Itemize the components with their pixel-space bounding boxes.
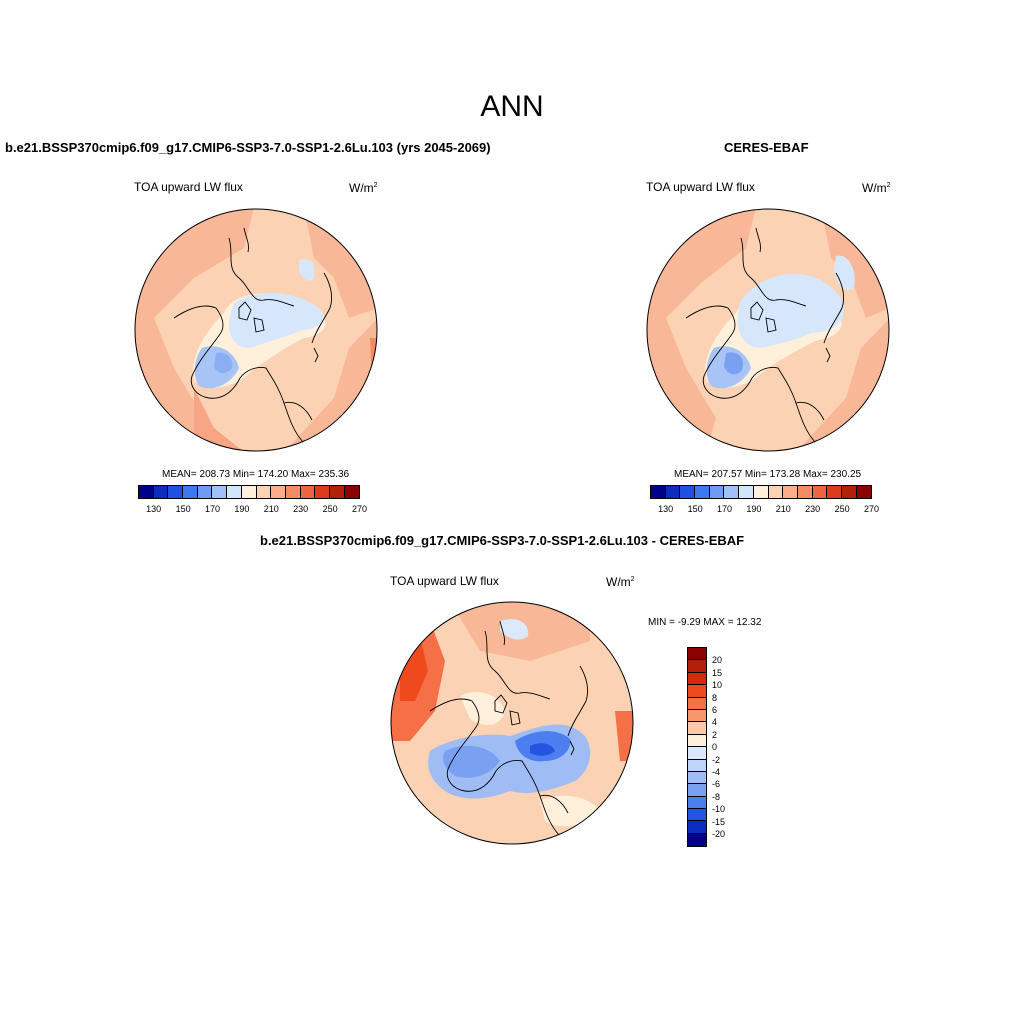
colorbar-swatch [688,722,706,735]
colorbar-swatch [183,486,198,498]
colorbar-swatch [688,784,706,797]
colorbar-swatch [841,486,857,498]
colorbar-swatch [688,697,706,710]
colorbar-swatch [709,486,725,498]
colorbar-tick-label: 0 [712,742,718,753]
colorbar-swatch [856,486,872,498]
colorbar-tick-label: 170 [204,504,221,514]
panel-2-variable-label: TOA upward LW flux [646,180,755,194]
colorbar-tick-label: 2 [712,729,718,740]
colorbar-tick-label: 4 [712,717,718,728]
colorbar-tick-label: -4 [712,767,721,777]
colorbar-tick-label: 15 [712,667,723,678]
colorbar-swatch [197,486,213,498]
panel-2-stats: MEAN= 207.57 Min= 173.28 Max= 230.25 [674,469,862,480]
colorbar-swatch [739,486,754,498]
colorbar-tick-label: 20 [712,655,723,666]
colorbar-swatch [241,486,257,498]
colorbar-swatch [688,796,706,810]
panel-3-units-label: W/m2 [606,575,635,589]
colorbar-swatch [688,709,706,723]
colorbar-swatch [139,486,154,498]
panel-3-variable-label: TOA upward LW flux [390,574,499,588]
panel-2-colorbar [650,485,873,499]
colorbar-tick-label: 170 [716,504,733,514]
colorbar-tick-label: -6 [712,779,721,790]
panel-2-polar-map [646,208,890,452]
colorbar-swatch [688,809,706,822]
colorbar-tick-label: 190 [234,504,250,514]
colorbar-tick-label: 130 [146,504,162,514]
colorbar-tick-label: 270 [863,504,880,514]
colorbar-swatch [688,833,706,847]
colorbar-tick-label: 130 [658,504,674,514]
colorbar-swatch [688,734,706,748]
colorbar-tick-label: -15 [712,816,726,827]
colorbar-swatch [688,685,706,698]
colorbar-tick-label: 10 [712,680,723,691]
panel-1-stats: MEAN= 208.73 Min= 174.20 Max= 235.36 [162,469,350,480]
colorbar-tick-label: -10 [712,804,726,815]
colorbar-swatch [168,486,184,498]
colorbar-tick-label: 270 [351,504,368,514]
colorbar-swatch [688,672,706,686]
colorbar-tick-label: -20 [712,829,726,839]
colorbar-tick-label: 6 [712,705,718,715]
colorbar-tick-label: 250 [322,504,338,514]
panel-3-difference-map [390,601,634,845]
colorbar-swatch [315,486,330,498]
panel-3-title: b.e21.BSSP370cmip6.f09_g17.CMIP6-SSP3-7.… [260,533,745,548]
colorbar-swatch [783,486,798,498]
colorbar-tick-label: 210 [263,504,279,514]
colorbar-tick-label: 250 [834,504,850,514]
colorbar-swatch [651,486,666,498]
colorbar-swatch [827,486,842,498]
colorbar-swatch [153,486,169,498]
colorbar-swatch [688,821,706,834]
colorbar-swatch [344,486,360,498]
colorbar-tick-label: -8 [712,791,721,802]
colorbar-swatch [724,486,740,498]
panel-3-min-max: MIN = -9.29 MAX = 12.32 [648,617,762,628]
panel-1-units-label: W/m2 [349,181,378,195]
colorbar-swatch [753,486,769,498]
colorbar-swatch [271,486,286,498]
colorbar-swatch [329,486,345,498]
colorbar-swatch [227,486,242,498]
panel-3-colorbar [687,647,707,848]
colorbar-swatch [688,747,706,760]
colorbar-swatch [688,660,706,673]
colorbar-swatch [797,486,813,498]
colorbar-tick-label: 150 [687,504,703,514]
colorbar-tick-label: 210 [775,504,791,514]
panel-2-units-label: W/m2 [862,181,891,195]
panel-1-variable-label: TOA upward LW flux [134,180,243,194]
colorbar-tick-label: 150 [175,504,191,514]
colorbar-swatch [300,486,316,498]
panel-2-title: CERES-EBAF [724,140,809,155]
colorbar-swatch [688,771,706,785]
colorbar-tick-label: 230 [805,504,821,514]
colorbar-tick-label: -2 [712,754,721,765]
colorbar-swatch [812,486,828,498]
colorbar-swatch [768,486,784,498]
colorbar-swatch [212,486,228,498]
colorbar-swatch [256,486,272,498]
colorbar-swatch [688,759,706,772]
colorbar-swatch [695,486,710,498]
colorbar-swatch [285,486,301,498]
panel-1-title: b.e21.BSSP370cmip6.f09_g17.CMIP6-SSP3-7.… [5,140,491,155]
colorbar-tick-label: 8 [712,692,718,703]
colorbar-tick-label: 230 [293,504,309,514]
colorbar-swatch [665,486,681,498]
panel-1-polar-map [134,208,378,452]
colorbar-swatch [680,486,696,498]
panel-1-colorbar [138,485,361,499]
colorbar-swatch [688,648,706,661]
colorbar-tick-label: 190 [746,504,762,514]
main-title: ANN [480,90,544,123]
